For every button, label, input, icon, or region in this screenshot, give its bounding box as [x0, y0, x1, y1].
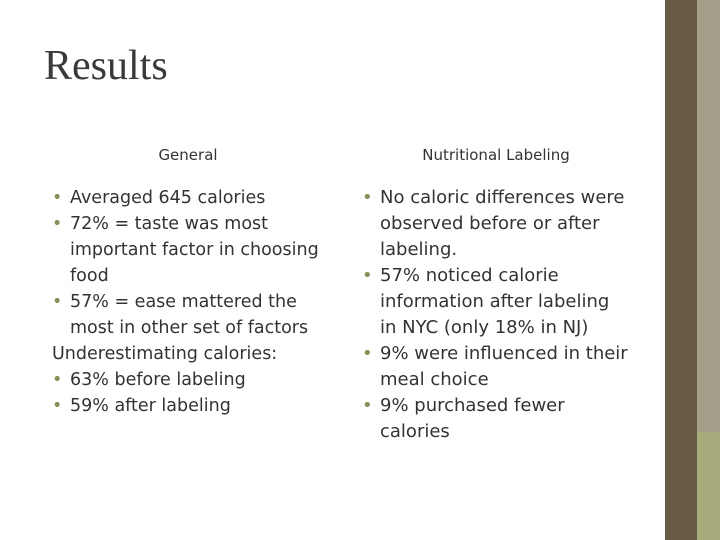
bullet-item: 9% purchased fewer calories	[362, 393, 630, 445]
bullet-item: Averaged 645 calories	[52, 185, 324, 211]
column-heading: General	[158, 146, 218, 164]
column: Nutritional Labeling No caloric differen…	[362, 146, 630, 445]
side-strip	[697, 0, 720, 540]
bullet-item: No caloric differences were observed bef…	[362, 185, 630, 263]
text-item: Underestimating calories:	[52, 344, 278, 364]
bullet-item: 57% noticed calorie information after la…	[362, 263, 630, 341]
column-heading: Nutritional Labeling	[422, 146, 570, 164]
bullet-list: No caloric differences were observed bef…	[362, 185, 630, 445]
side-accent	[697, 432, 720, 540]
side-bar	[665, 0, 697, 540]
bullet-list: Averaged 645 calories72% = taste was mos…	[52, 185, 324, 419]
bullet-item: 9% were influenced in their meal choice	[362, 341, 630, 393]
slide-title: Results	[44, 43, 168, 89]
bullet-item: 59% after labeling	[52, 393, 324, 419]
column: General Averaged 645 calories72% = taste…	[52, 146, 324, 419]
bullet-item: 63% before labeling	[52, 367, 324, 393]
bullet-item: 57% = ease mattered the most in other se…	[52, 289, 324, 341]
bullet-item: 72% = taste was most important factor in…	[52, 211, 324, 289]
